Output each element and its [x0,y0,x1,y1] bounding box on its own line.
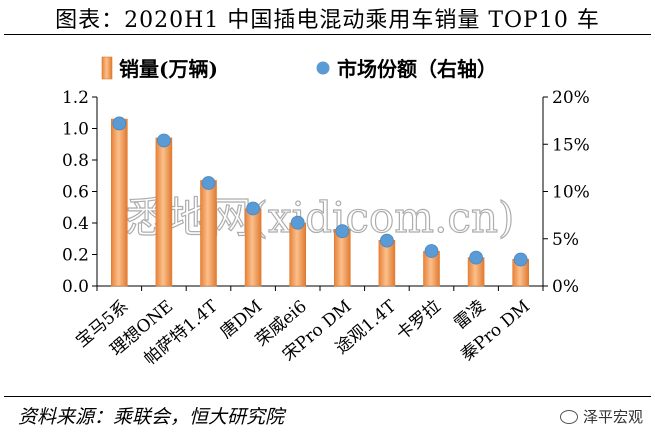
wechat-icon [559,409,578,424]
legend-dot-swatch [316,61,330,75]
y-left-tick-label: 1.0 [62,120,89,140]
share-point [335,224,350,239]
legend-bar-swatch [101,56,113,80]
share-point [112,116,127,131]
y-left-tick-label: 0.8 [62,151,89,171]
title-divider [4,34,651,35]
figure-title: 图表：2020H1 中国插电混动乘用车销量 TOP10 车 [55,8,600,33]
y-right-tick-label: 20% [552,88,590,108]
y-right-tick-label: 15% [552,135,590,155]
y-left-tick-label: 1.2 [62,88,89,108]
share-point [379,233,394,248]
bar [200,180,217,287]
y-left-tick-label: 0.6 [62,183,89,203]
y-left-tick-label: 0.4 [62,214,89,234]
share-point [290,215,305,230]
y-right-tick-label: 0% [552,277,579,297]
source-note: 资料来源：乘联会，恒大研究院 [18,406,285,428]
brand-label: 泽平宏观 [582,408,643,426]
share-point [201,176,216,190]
category-label: 卡罗拉 [393,297,445,345]
share-point [424,244,439,258]
source-divider [4,396,651,397]
bar [244,208,262,287]
legend-share-label: 市场份额（右轴） [337,57,497,81]
brand: 泽平宏观 [559,406,643,427]
bar [155,137,173,287]
share-point [246,201,261,216]
watermark: 悉地网(xidicom.cn) [126,193,515,242]
bar [289,222,307,287]
share-point [156,133,171,148]
legend-sales-label: 销量(万辆) [119,57,218,81]
y-right-tick-label: 10% [552,183,590,203]
y-left-tick-label: 0.0 [62,277,89,297]
y-left-tick-label: 0.2 [62,246,89,266]
share-point [513,252,528,267]
bar [111,118,128,287]
y-right-tick-label: 5% [552,230,579,250]
share-point [469,250,484,265]
